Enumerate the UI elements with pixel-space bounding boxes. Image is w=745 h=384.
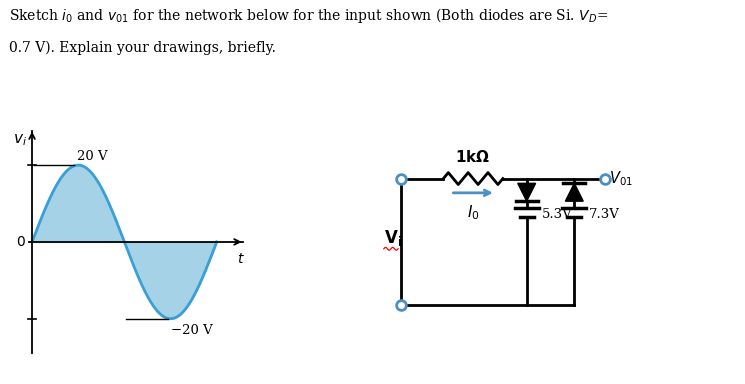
Text: $0$: $0$ [16, 235, 25, 249]
Text: Sketch $i_0$ and $v_{01}$ for the network below for the input shown (Both diodes: Sketch $i_0$ and $v_{01}$ for the networ… [9, 6, 608, 25]
Text: −20 V: −20 V [171, 324, 213, 338]
Text: $V_{01}$: $V_{01}$ [609, 169, 633, 188]
Text: 7.3V: 7.3V [589, 207, 620, 220]
Text: $\mathbf{V_i}$: $\mathbf{V_i}$ [384, 228, 402, 248]
Text: $I_0$: $I_0$ [467, 204, 480, 222]
Text: $v_i$: $v_i$ [13, 132, 27, 148]
Text: $t$: $t$ [237, 252, 244, 265]
Text: 5.3V: 5.3V [542, 207, 572, 220]
Text: $\mathbf{1k\Omega}$: $\mathbf{1k\Omega}$ [455, 149, 491, 166]
Text: 0.7 V). Explain your drawings, briefly.: 0.7 V). Explain your drawings, briefly. [9, 40, 276, 55]
Polygon shape [518, 183, 536, 201]
Polygon shape [565, 183, 583, 201]
Text: 20 V: 20 V [77, 150, 108, 163]
